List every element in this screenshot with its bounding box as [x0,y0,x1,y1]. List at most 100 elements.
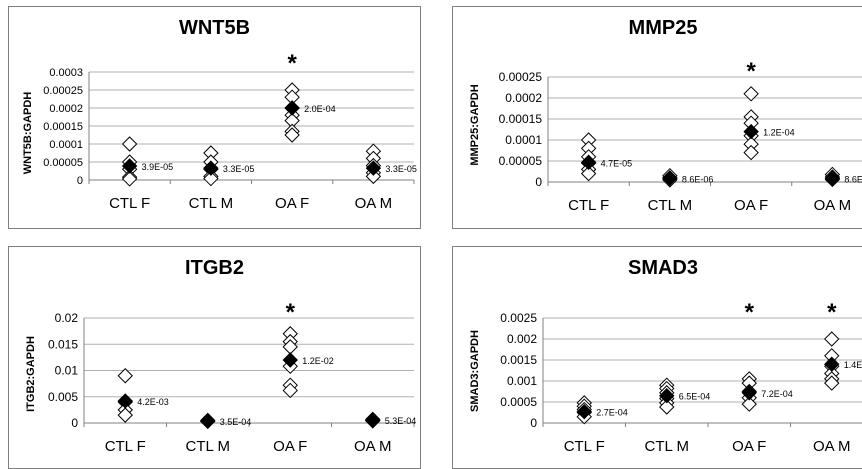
mean-value-label: 2.7E-04 [596,408,628,418]
y-tick-label: 0.0002 [505,91,542,105]
mean-marker [743,123,759,140]
y-axis-label: SMAD3:GAPDH [469,330,481,412]
y-tick-label: 0 [71,416,78,430]
smad3-chart-panel: SMAD3 0 0.0005 0.001 0.0015 0.002 0.0025 SMAD3… [452,246,862,469]
mean-marker [741,385,757,401]
y-tick-label: 0.0002 [49,103,83,115]
sample-point [741,396,757,412]
y-tick-label: 0.0015 [500,353,537,367]
mean-marker [662,170,678,187]
x-category-label: OA M [813,438,851,455]
mean-value-label: 3.5E-04 [220,417,252,427]
mean-value-label: 4.7E-05 [601,158,633,168]
significance-asterisk: * [746,58,756,85]
significance-asterisk: * [827,299,837,326]
y-tick-label: 0.02 [55,311,79,325]
wnt5b-chart-panel: WNT5B 0 0.00005 0.0001 0.00015 0.0002 0.00025… [8,6,421,229]
mean-marker [576,403,592,420]
chart-title: SMAD3 [627,257,698,279]
mean-value-label: 5.3E-04 [385,416,417,426]
sample-point [121,136,138,152]
mean-value-label: 3.3E-05 [223,164,255,174]
wnt5b-plot: 0 0.00005 0.0001 0.00015 0.0002 0.00025 0.0003… [22,50,417,212]
y-axis-label: ITGB2:GAPDH [25,336,37,412]
sample-point [282,382,298,399]
x-category-label: OA F [734,197,768,214]
y-tick-label: 0.00025 [43,85,83,97]
y-tick-label: 0.00025 [499,70,543,84]
significance-asterisk: * [745,299,755,326]
sample-point [580,165,597,182]
mean-value-label: 8.6E-0 [844,174,862,184]
x-category-label: CTL F [568,197,609,214]
y-tick-label: 0.002 [507,332,537,346]
x-category-label: CTL F [109,195,150,212]
mean-value-label: 1.4E-03 [844,360,862,370]
mean-marker [580,154,597,170]
x-category-label: OA M [355,195,393,212]
y-tick-label: 0.00005 [499,154,543,168]
sample-point [117,368,133,384]
sample-point [121,171,138,187]
x-category-label: OA M [354,438,392,455]
mean-value-label: 1.2E-04 [763,128,795,138]
y-tick-label: 0 [77,175,83,187]
significance-asterisk: * [286,299,296,326]
y-tick-label: 0.0005 [500,395,537,409]
mean-marker [121,158,138,174]
mean-value-label: 3.3E-05 [385,164,417,174]
sample-point [824,331,840,347]
x-category-label: CTL F [105,438,146,455]
y-axis-label: MMP25:GAPDH [469,84,481,165]
y-tick-label: 0.005 [48,390,78,404]
sample-point [824,375,840,391]
mean-marker [365,160,382,176]
mean-marker [117,393,133,409]
sample-point [659,399,675,415]
y-tick-label: 0.0001 [49,139,83,151]
mean-marker [365,412,381,428]
mean-marker [282,352,298,368]
mean-value-label: 2.0E-04 [304,104,336,114]
mean-marker [659,387,675,404]
y-tick-label: 0 [530,416,537,430]
x-category-label: CTL M [648,197,692,214]
x-category-label: OA F [273,438,307,455]
mean-value-label: 6.5E-04 [679,392,711,402]
mean-value-label: 3.9E-05 [142,162,174,172]
chart-title: ITGB2 [185,257,244,279]
significance-asterisk: * [287,50,297,77]
y-tick-label: 0.001 [507,374,537,388]
chart-title: MMP25 [628,17,698,39]
mean-marker [284,100,300,116]
sample-point [743,144,759,161]
mean-marker [203,160,219,176]
mean-marker [200,413,216,429]
mean-value-label: 1.2E-02 [302,356,334,366]
x-category-label: CTL M [186,438,230,455]
itgb2-chart-panel: ITGB2 0 0.005 0.01 0.015 0.02 ITGB2:GAPDH CTL … [8,246,421,469]
mean-value-label: 8.6E-06 [682,174,714,184]
x-category-label: OA F [732,438,766,455]
mean-value-label: 4.2E-03 [137,397,169,407]
sample-point [203,170,219,187]
x-category-label: OA F [275,195,309,212]
x-category-label: CTL M [189,195,233,212]
y-tick-label: 0.01 [55,364,79,378]
mmp25-plot: 0 0.00005 0.0001 0.00015 0.0002 0.00025 MMP25:… [469,58,862,214]
y-tick-label: 0.00015 [43,121,83,133]
y-tick-label: 0.015 [48,337,78,351]
mean-marker [824,170,841,187]
sample-point [117,407,133,423]
mean-marker [824,356,840,372]
sample-point [365,168,382,185]
y-tick-label: 0.0025 [500,311,537,325]
sample-point [743,86,759,102]
mmp25-chart-panel: MMP25 0 0.00005 0.0001 0.00015 0.0002 0.00025… [452,6,862,229]
smad3-plot: 0 0.0005 0.001 0.0015 0.002 0.0025 SMAD3:GAPDH… [469,299,862,455]
y-tick-label: 0.00015 [499,112,543,126]
y-axis-label: WNT5B:GAPDH [22,92,34,175]
y-tick-label: 0.00005 [43,157,83,169]
mean-value-label: 7.2E-04 [761,389,793,399]
y-tick-label: 0 [535,175,542,189]
